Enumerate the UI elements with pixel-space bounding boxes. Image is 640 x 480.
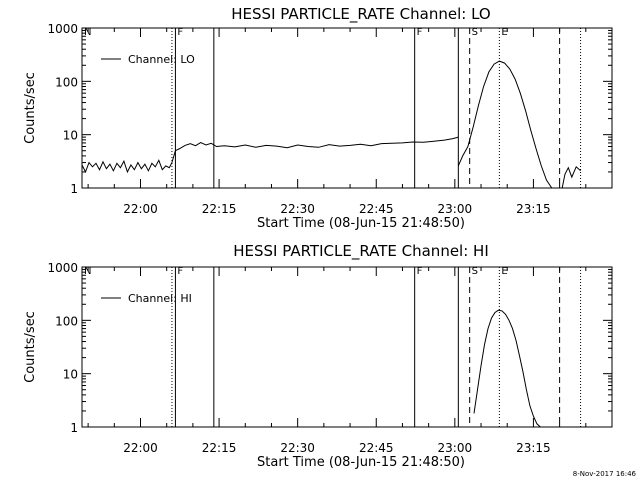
x-tick-label: 22:15 bbox=[202, 202, 237, 216]
y-tick-label: 1000 bbox=[47, 22, 78, 36]
legend-label: Channel: HI bbox=[128, 292, 192, 305]
y-tick-label: 100 bbox=[55, 314, 78, 328]
x-tick-label: 22:00 bbox=[123, 202, 158, 216]
series-line bbox=[82, 159, 173, 174]
chart-title: HESSI PARTICLE_RATE Channel: LO bbox=[231, 5, 490, 24]
x-tick-label: 23:00 bbox=[438, 441, 473, 455]
event-marker-label: E bbox=[501, 27, 507, 38]
x-tick-label: 22:45 bbox=[359, 441, 394, 455]
plot-frame bbox=[81, 266, 613, 428]
footer-timestamp: 8-Nov-2017 16:46 bbox=[573, 470, 637, 478]
x-tick-label: 23:15 bbox=[516, 202, 551, 216]
y-tick-label: 1000 bbox=[47, 261, 78, 275]
event-marker-label: S bbox=[472, 266, 478, 277]
event-marker-label: S bbox=[472, 27, 478, 38]
x-tick-label: 22:00 bbox=[123, 441, 158, 455]
chart-title: HESSI PARTICLE_RATE Channel: HI bbox=[233, 242, 489, 261]
event-marker-label: F bbox=[177, 27, 183, 38]
series-line bbox=[473, 309, 541, 427]
y-tick-label: 100 bbox=[55, 75, 78, 89]
plot-frame bbox=[81, 27, 613, 189]
y-axis-label: Counts/sec bbox=[23, 311, 38, 383]
y-tick-label: 10 bbox=[63, 129, 78, 143]
event-marker-label: F bbox=[417, 27, 423, 38]
x-tick-label: 22:45 bbox=[359, 202, 394, 216]
y-tick-label: 1 bbox=[70, 421, 78, 435]
chart-panel-hi: HESSI PARTICLE_RATE Channel: HI 1 10 100 100… bbox=[23, 242, 613, 470]
y-tick-label: 1 bbox=[70, 182, 78, 196]
chart-panel-lo: HESSI PARTICLE_RATE Channel: LO 1 10 100 100… bbox=[23, 5, 613, 231]
event-marker-label: N bbox=[84, 266, 91, 277]
event-marker-label: E bbox=[501, 266, 507, 277]
event-marker-label: F bbox=[177, 266, 183, 277]
series-line bbox=[457, 60, 553, 188]
y-tick-label: 10 bbox=[63, 368, 78, 382]
x-tick-label: 22:30 bbox=[280, 202, 315, 216]
x-tick-label: 22:15 bbox=[202, 441, 237, 455]
event-marker-label: F bbox=[417, 266, 423, 277]
x-axis-label: Start Time (08-Jun-15 21:48:50) bbox=[257, 455, 465, 470]
series-line bbox=[561, 165, 581, 188]
x-tick-label: 23:00 bbox=[438, 202, 473, 216]
y-axis-label: Counts/sec bbox=[23, 72, 38, 144]
x-tick-label: 22:30 bbox=[280, 441, 315, 455]
x-tick-label: 23:15 bbox=[516, 441, 551, 455]
x-axis-label: Start Time (08-Jun-15 21:48:50) bbox=[257, 216, 465, 231]
legend-label: Channel: LO bbox=[128, 53, 195, 66]
series-line bbox=[171, 136, 459, 163]
event-marker-label: N bbox=[84, 27, 91, 38]
